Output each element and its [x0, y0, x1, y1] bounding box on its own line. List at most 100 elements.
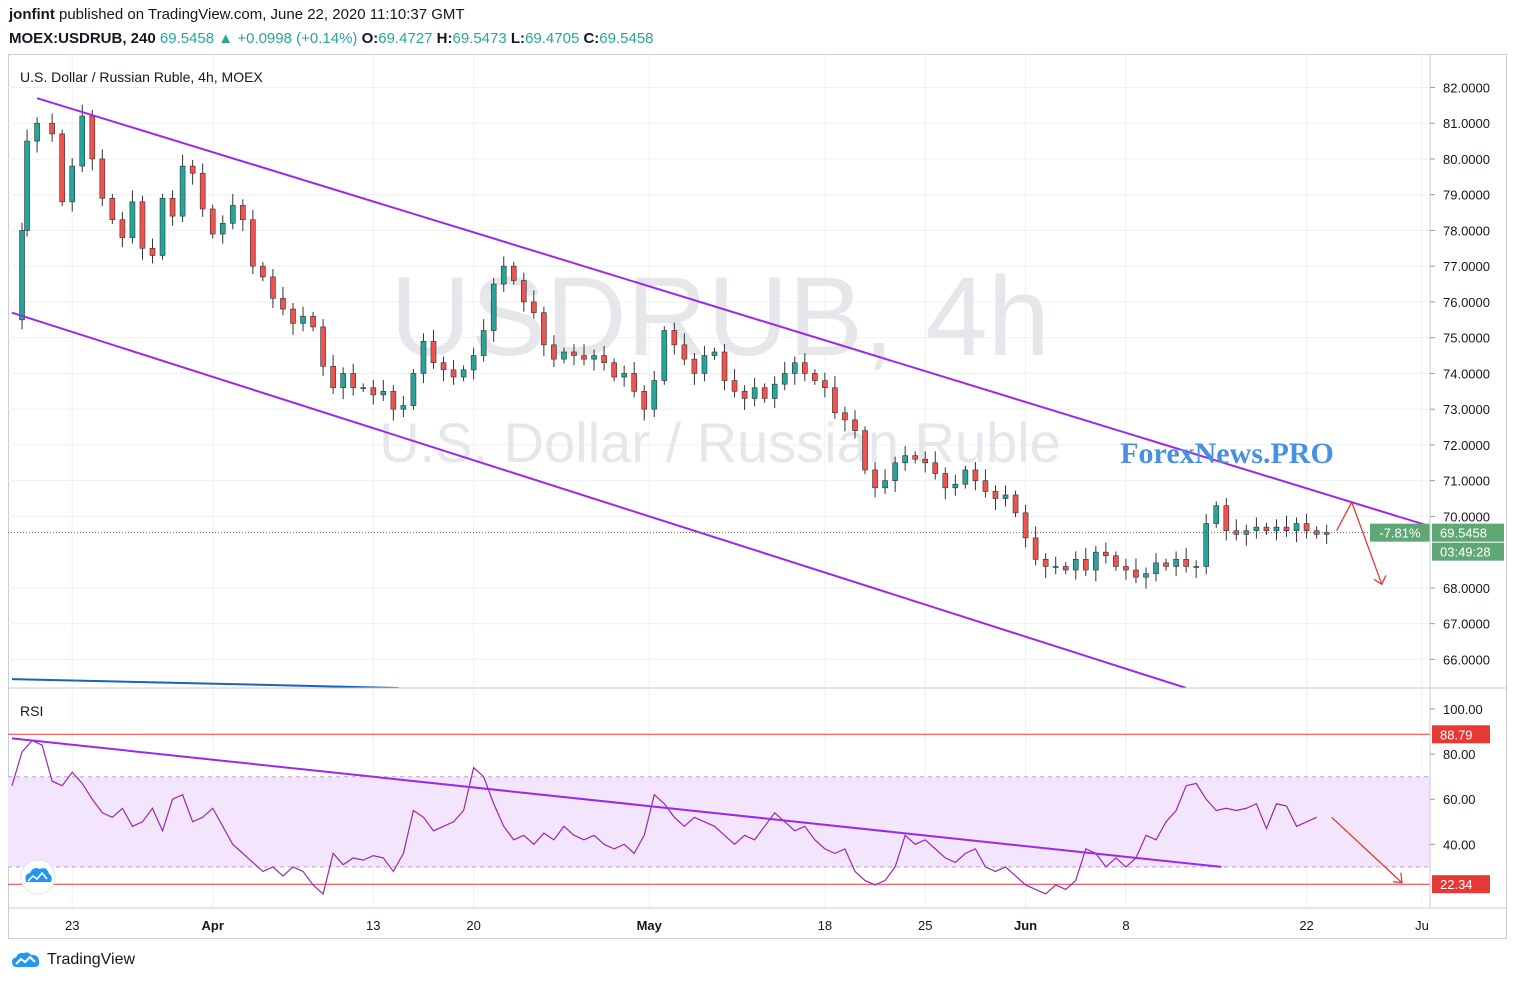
low-label: L:: [510, 30, 526, 47]
candle-body: [69, 165, 76, 203]
candle: [119, 211, 126, 248]
candle: [1123, 558, 1129, 580]
symbol-name[interactable]: MOEX:USDRUB, 240: [9, 30, 156, 47]
candle: [1173, 551, 1179, 577]
time-axis-label: Apr: [202, 918, 224, 933]
candle-body: [992, 491, 999, 499]
candle-body: [1012, 494, 1019, 514]
candle-body: [139, 201, 146, 249]
candle-body: [882, 480, 888, 489]
candle: [1253, 517, 1260, 539]
rsi-low-level-text: 22.34: [1440, 877, 1473, 892]
candle: [470, 347, 477, 380]
candle: [169, 190, 176, 226]
candle-body: [761, 387, 768, 399]
candle-body: [440, 362, 447, 371]
candle: [751, 378, 758, 407]
close-label: C:: [583, 30, 600, 47]
pct-change-text: -7.81%: [1379, 526, 1421, 541]
candle: [280, 286, 286, 316]
candle-body: [229, 205, 236, 224]
candle: [1103, 542, 1109, 564]
candle-body: [1042, 559, 1049, 567]
candle: [1193, 560, 1199, 578]
candle-body: [370, 387, 377, 396]
price-tick-label: 72.0000: [1443, 438, 1490, 453]
candle: [842, 406, 848, 432]
candle: [260, 261, 266, 282]
candle-body: [701, 355, 708, 374]
candle-body: [661, 330, 668, 381]
tradingview-footer-logo[interactable]: TradingView: [11, 951, 135, 969]
candle-body: [1273, 526, 1280, 532]
candle-body: [982, 480, 989, 492]
price-tick-label: 80.0000: [1443, 152, 1490, 167]
price-tick-label: 82.0000: [1443, 80, 1490, 95]
candle: [581, 344, 587, 366]
candle: [591, 349, 597, 371]
price-change: +0.0998 (+0.14%): [237, 30, 358, 47]
candle-body: [952, 483, 959, 489]
candle: [651, 370, 658, 418]
rsi-pane[interactable]: RSI 88.79 22.34: [8, 703, 1490, 896]
rsi-tick-label: 40.00: [1443, 837, 1476, 852]
axes: 82.0000 81.0000 80.0000 79.0000 78.0000 77.00…: [8, 54, 1507, 933]
time-axis-label: 18: [818, 918, 832, 933]
author-name[interactable]: jonfint: [9, 6, 55, 23]
candle-body: [510, 265, 517, 281]
candle-body: [721, 351, 728, 381]
candle: [320, 319, 326, 376]
candle: [922, 451, 929, 473]
price-pane[interactable]: U.S. Dollar / Russian Ruble, 4h, MOEX -7.…: [8, 69, 1504, 688]
candle-body: [1223, 505, 1230, 532]
candle-body: [410, 373, 417, 406]
candle-body: [912, 455, 918, 460]
candle: [902, 445, 908, 471]
tradingview-cloud-icon: [12, 952, 40, 967]
candle-body: [581, 355, 587, 360]
candle-body: [842, 412, 848, 421]
candle-body: [902, 455, 908, 464]
price-tick-label: 71.0000: [1443, 474, 1490, 489]
price-tick-label: 70.0000: [1443, 509, 1490, 524]
candle: [761, 383, 768, 403]
up-triangle-icon: ▲: [218, 30, 234, 47]
high-label: H:: [436, 30, 453, 47]
candle: [400, 395, 407, 418]
candle: [79, 104, 86, 173]
candle: [149, 238, 156, 264]
candle-body: [310, 315, 316, 328]
candle: [661, 326, 668, 385]
candle: [370, 379, 377, 405]
candle: [330, 354, 336, 394]
grid-lines: [8, 54, 1430, 908]
candle-body: [922, 458, 929, 464]
candle-body: [521, 280, 527, 303]
candle-body: [781, 373, 788, 385]
candle-body: [872, 469, 878, 489]
candle-body: [169, 197, 176, 217]
candle-body: [129, 201, 136, 238]
candle: [89, 109, 96, 171]
candle-body: [1303, 523, 1310, 532]
rsi-high-level-text: 88.79: [1440, 727, 1473, 742]
candle-body: [240, 205, 246, 221]
candle: [250, 210, 256, 275]
candle-body: [1022, 512, 1029, 539]
candle: [932, 451, 939, 480]
rsi-tick-label: 100.00: [1443, 702, 1483, 717]
candle-body: [1002, 494, 1009, 499]
high-value: 69.5473: [452, 30, 507, 47]
candle-body: [99, 158, 106, 199]
candle: [551, 335, 557, 367]
candle: [1213, 501, 1220, 528]
candle-body: [1113, 555, 1119, 567]
candle: [731, 369, 738, 398]
candle: [109, 193, 116, 225]
candle-body: [1243, 530, 1250, 535]
rsi-label: RSI: [20, 703, 43, 719]
candle-body: [270, 276, 276, 299]
time-axis-label: 20: [466, 918, 480, 933]
pct-change-badge: [1370, 523, 1430, 542]
